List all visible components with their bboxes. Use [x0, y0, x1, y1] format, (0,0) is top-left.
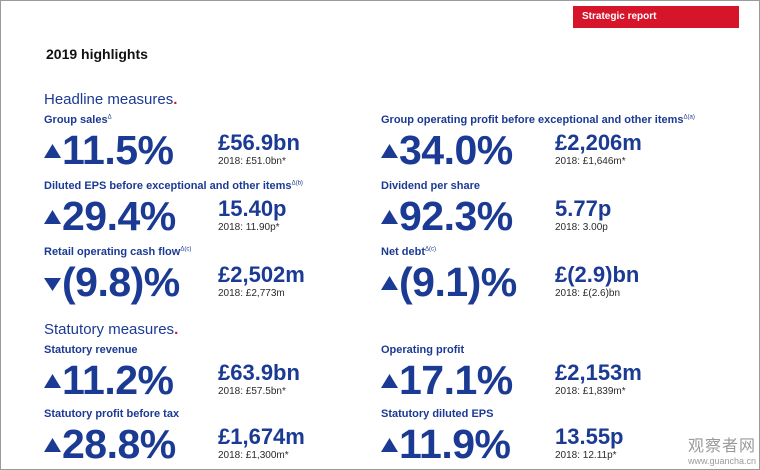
metric-card: Operating profit 17.1% £2,153m 2018: £1,839… — [381, 344, 701, 406]
metric-label-text: Statutory revenue — [44, 344, 138, 356]
up-arrow-icon — [44, 437, 61, 454]
up-arrow-icon — [381, 373, 398, 390]
metric-prior-year: 2018: £2,773m — [218, 288, 285, 299]
metric-label: Dividend per share — [381, 180, 480, 192]
metric-value: £1,674m — [218, 424, 305, 449]
metric-prior-year: 2018: £(2.6)bn — [555, 288, 621, 299]
metric-label: Diluted EPS before exceptional and other… — [44, 180, 303, 192]
metric-note: Δ — [107, 114, 112, 121]
metric-change-value: (9.8)% — [62, 259, 180, 305]
metric-value: £2,153m — [555, 360, 642, 385]
watermark-title: 观察者网 — [687, 438, 756, 455]
metric-prior-year: 2018: £1,300m* — [218, 450, 289, 461]
watermark-url: www.guancha.cn — [687, 456, 756, 466]
metric-label: Operating profit — [381, 344, 464, 356]
metric-change-value: 34.0% — [399, 127, 513, 173]
metric-change: 11.2% — [44, 358, 174, 402]
metric-value: 13.55p — [555, 424, 624, 449]
metric-change: 34.0% — [381, 128, 513, 172]
up-arrow-icon — [381, 437, 398, 454]
metric-change-value: 17.1% — [399, 357, 513, 403]
metric-card: Retail operating cash flowΔ(c) (9.8)% £2,5… — [44, 246, 364, 308]
down-arrow-icon — [44, 275, 61, 292]
metric-value: £56.9bn — [218, 130, 300, 155]
metric-value: £2,206m — [555, 130, 642, 155]
metric-change: 17.1% — [381, 358, 513, 402]
metric-label-text: Group sales — [44, 114, 108, 126]
metric-change: (9.8)% — [44, 260, 180, 304]
metric-change: 11.9% — [381, 422, 511, 466]
metric-card: Statutory revenue 11.2% £63.9bn 2018: £57.5… — [44, 344, 364, 406]
metric-label: Group operating profit before exceptiona… — [381, 114, 695, 126]
metric-card: Group salesΔ 11.5% £56.9bn 2018: £51.0bn* — [44, 114, 364, 176]
metric-change-value: 11.9% — [399, 421, 511, 467]
up-arrow-icon — [44, 209, 61, 226]
metric-value: £2,502m — [218, 262, 305, 287]
metric-change-value: 28.8% — [62, 421, 176, 467]
metric-card: Diluted EPS before exceptional and other… — [44, 180, 364, 242]
metric-label-text: Group operating profit before exceptiona… — [381, 114, 684, 126]
metric-value: £63.9bn — [218, 360, 300, 385]
metric-change-value: 29.4% — [62, 193, 176, 239]
up-arrow-icon — [381, 209, 398, 226]
statutory-heading: Statutory measures. — [44, 321, 178, 338]
metric-change: 29.4% — [44, 194, 176, 238]
metric-change-value: 11.5% — [62, 127, 174, 173]
metric-change-value: 92.3% — [399, 193, 513, 239]
metric-card: Dividend per share 92.3% 5.77p 2018: 3.00p — [381, 180, 701, 242]
metric-change: 92.3% — [381, 194, 513, 238]
headline-heading-text: Headline measures — [44, 91, 174, 108]
metric-note: Δ(b) — [291, 180, 303, 187]
up-arrow-icon — [44, 373, 61, 390]
metric-label-text: Operating profit — [381, 344, 465, 356]
section-tag: Strategic report — [573, 6, 739, 28]
metric-prior-year: 2018: 11.90p* — [218, 222, 280, 233]
up-arrow-icon — [381, 143, 398, 160]
metric-card: Group operating profit before exceptiona… — [381, 114, 701, 176]
metric-label: Net debtΔ(c) — [381, 246, 436, 258]
metric-value: 5.77p — [555, 196, 612, 221]
metric-prior-year: 2018: £1,839m* — [555, 386, 626, 397]
metric-label-text: Net debt — [381, 246, 425, 258]
metric-card: Net debtΔ(c) (9.1)% £(2.9)bn 2018: £(2.6)bn — [381, 246, 701, 308]
metric-prior-year: 2018: £1,646m* — [555, 156, 626, 167]
metric-value: £(2.9)bn — [555, 262, 640, 287]
watermark: 观察者网 www.guancha.cn — [688, 432, 756, 466]
metric-change: (9.1)% — [381, 260, 517, 304]
metric-change: 11.5% — [44, 128, 174, 172]
metric-note: Δ(c) — [425, 246, 437, 253]
metric-label: Retail operating cash flowΔ(c) — [44, 246, 191, 258]
page-title: 2019 highlights — [46, 46, 148, 62]
metric-label: Group salesΔ — [44, 114, 112, 126]
up-arrow-icon — [381, 275, 398, 292]
metric-label-text: Diluted EPS before exceptional and other… — [44, 180, 292, 192]
heading-dot-icon: . — [174, 321, 179, 338]
metric-note: Δ(a) — [683, 114, 695, 121]
metric-prior-year: 2018: 3.00p — [555, 222, 608, 233]
metric-card: Statutory profit before tax 28.8% £1,674m 2… — [44, 408, 364, 470]
heading-dot-icon: . — [173, 91, 178, 108]
metric-label-text: Statutory profit before tax — [44, 408, 180, 420]
statutory-heading-text: Statutory measures — [44, 321, 175, 338]
metric-prior-year: 2018: £57.5bn* — [218, 386, 286, 397]
metric-label: Statutory revenue — [44, 344, 138, 356]
metric-change: 28.8% — [44, 422, 176, 466]
metric-note: Δ(c) — [180, 246, 192, 253]
metric-label: Statutory diluted EPS — [381, 408, 493, 420]
up-arrow-icon — [44, 143, 61, 160]
metric-prior-year: 2018: 12.11p* — [555, 450, 617, 461]
metric-label: Statutory profit before tax — [44, 408, 179, 420]
metric-label-text: Retail operating cash flow — [44, 246, 181, 258]
headline-heading: Headline measures. — [44, 91, 177, 108]
metric-label-text: Statutory diluted EPS — [381, 408, 494, 420]
metric-change-value: 11.2% — [62, 357, 174, 403]
metric-label-text: Dividend per share — [381, 180, 481, 192]
metric-prior-year: 2018: £51.0bn* — [218, 156, 286, 167]
metric-change-value: (9.1)% — [399, 259, 517, 305]
metric-card: Statutory diluted EPS 11.9% 13.55p 2018: 12… — [381, 408, 701, 470]
metric-value: 15.40p — [218, 196, 287, 221]
